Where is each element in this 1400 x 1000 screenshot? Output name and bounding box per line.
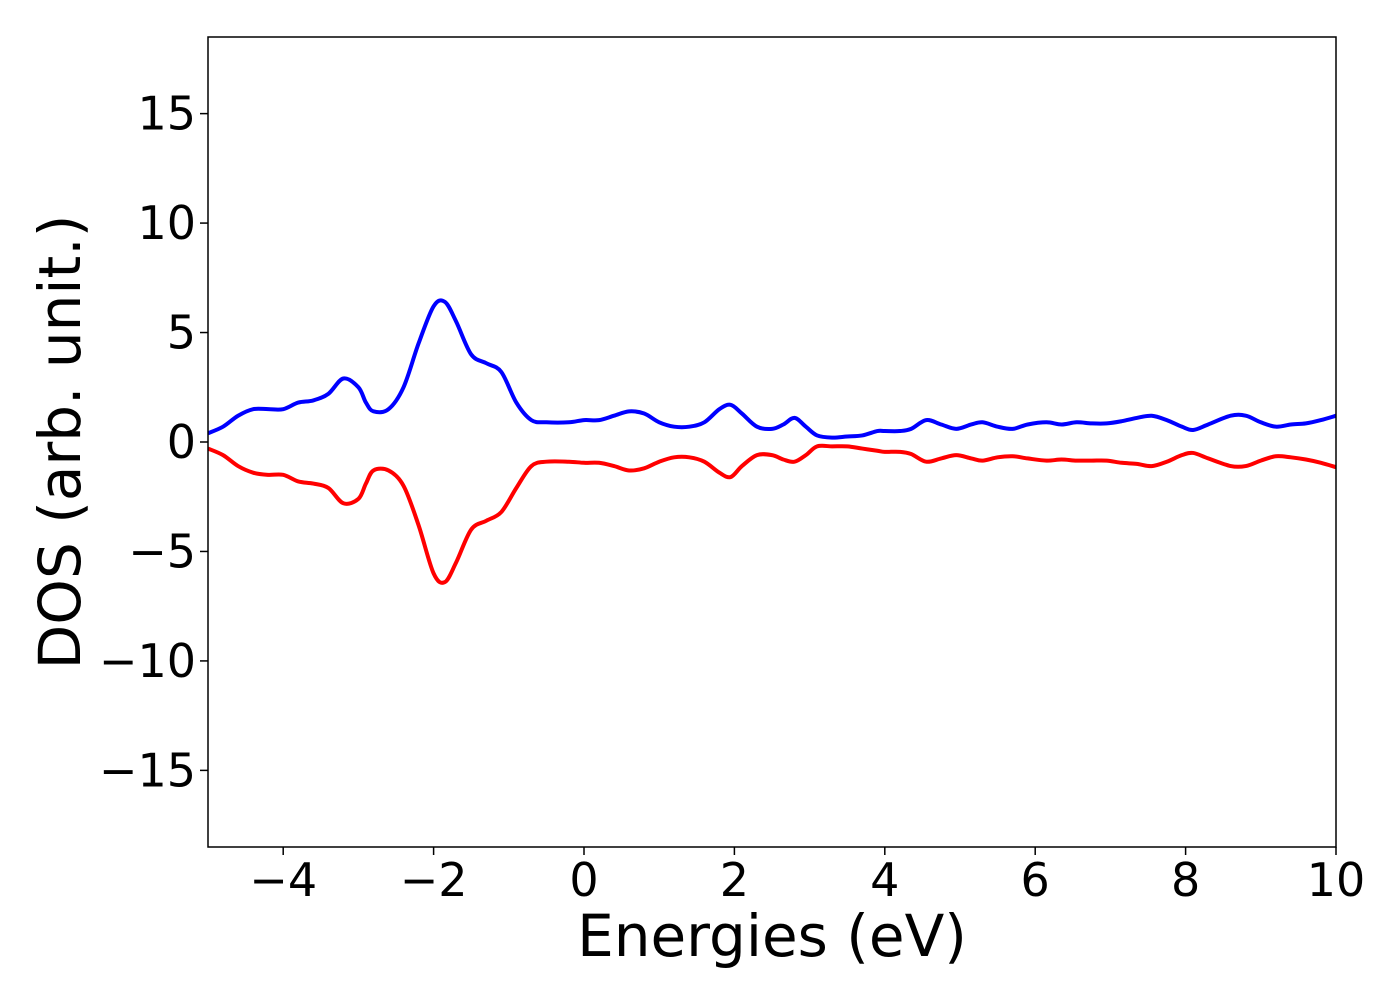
x-tick-label: −2 bbox=[400, 853, 468, 907]
x-tick-label: −4 bbox=[249, 853, 317, 907]
x-tick-label: 6 bbox=[1021, 853, 1050, 907]
x-tick-label: 2 bbox=[720, 853, 749, 907]
y-tick-label: 0 bbox=[167, 415, 196, 469]
series-line-2 bbox=[208, 443, 1336, 585]
y-axis-ticks: −15 −10 −5 0 5 10 15 bbox=[99, 87, 208, 797]
y-axis-title: DOS (arb. unit.) bbox=[26, 215, 94, 670]
x-axis-ticks: −4 −2 0 2 4 6 8 10 bbox=[249, 847, 1365, 907]
y-tick-label: −10 bbox=[99, 634, 196, 688]
x-tick-label: 10 bbox=[1307, 853, 1366, 907]
x-tick-label: 4 bbox=[870, 853, 899, 907]
y-tick-label: −15 bbox=[99, 743, 196, 797]
y-tick-label: −5 bbox=[128, 524, 196, 578]
y-tick-label: 15 bbox=[137, 87, 196, 141]
series-line-1 bbox=[208, 298, 1336, 440]
x-axis-title: Energies (eV) bbox=[577, 902, 967, 970]
series-layer bbox=[208, 298, 1336, 585]
y-tick-label: 5 bbox=[167, 306, 196, 360]
x-tick-label: 0 bbox=[569, 853, 598, 907]
x-tick-label: 8 bbox=[1171, 853, 1200, 907]
y-tick-label: 10 bbox=[137, 196, 196, 250]
